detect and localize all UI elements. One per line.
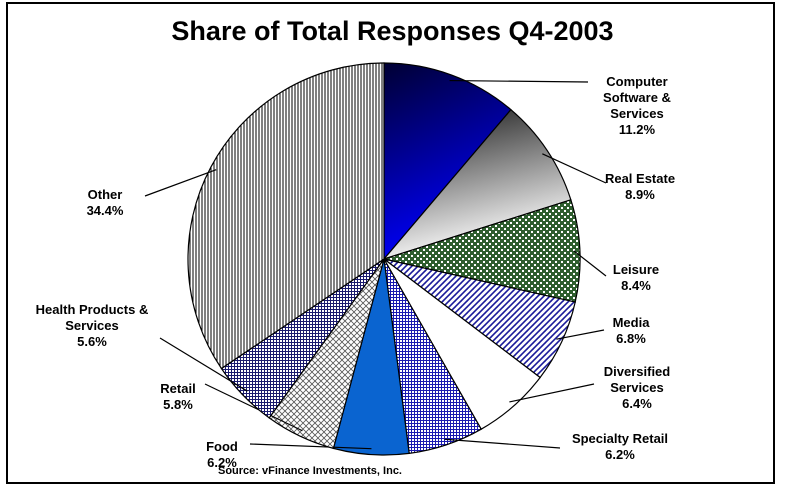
leader-line bbox=[249, 443, 372, 450]
value-label: 5.6% bbox=[77, 334, 107, 349]
value-label: 6.2% bbox=[605, 447, 635, 462]
slice-label: Food 6.2% bbox=[192, 439, 252, 471]
leader-line bbox=[144, 169, 217, 197]
slice-label: Real Estate 8.9% bbox=[585, 171, 695, 203]
category-label: Diversified Services bbox=[603, 364, 671, 395]
leader-line bbox=[159, 337, 248, 392]
slice-label: Specialty Retail 6.2% bbox=[555, 431, 685, 463]
value-label: 34.4% bbox=[86, 203, 124, 218]
pie-slice bbox=[383, 62, 512, 261]
slice-label: Retail 5.8% bbox=[148, 381, 208, 413]
value-label: 6.2% bbox=[207, 455, 237, 470]
value-label: 6.4% bbox=[622, 396, 652, 411]
leader-line bbox=[444, 438, 561, 449]
category-label: Specialty Retail bbox=[571, 431, 669, 446]
leader-line bbox=[509, 383, 595, 403]
value-label: 6.8% bbox=[616, 331, 646, 346]
leader-line bbox=[556, 329, 605, 340]
value-label: 11.2% bbox=[618, 122, 656, 137]
slice-label: Computer Software & Services 11.2% bbox=[582, 74, 692, 138]
value-label: 8.4% bbox=[621, 278, 651, 293]
category-label: Real Estate bbox=[604, 171, 676, 186]
pie-slice bbox=[187, 62, 385, 370]
leader-line bbox=[204, 383, 303, 432]
category-label: Media bbox=[612, 315, 650, 330]
slice-label: Other 34.4% bbox=[65, 187, 145, 219]
leader-line bbox=[573, 250, 607, 277]
chart-title: Share of Total Responses Q4-2003 bbox=[171, 16, 614, 46]
category-label: Computer Software & Services bbox=[603, 74, 671, 121]
category-label: Health Products & Services bbox=[35, 302, 149, 333]
value-label: 5.8% bbox=[163, 397, 193, 412]
leader-line bbox=[542, 153, 607, 184]
slice-label: Leisure 8.4% bbox=[591, 262, 681, 294]
category-label: Food bbox=[206, 439, 238, 454]
slice-label: Diversified Services 6.4% bbox=[587, 364, 687, 412]
category-label: Retail bbox=[160, 381, 196, 396]
slice-label: Health Products & Services 5.6% bbox=[17, 302, 167, 350]
category-label: Other bbox=[87, 187, 123, 202]
pie-slice bbox=[381, 199, 581, 303]
source-note: Source: vFinance Investments, Inc. bbox=[217, 465, 402, 477]
leader-line bbox=[449, 79, 589, 83]
pie-slice bbox=[382, 108, 572, 261]
slice-label: Media 6.8% bbox=[591, 315, 671, 347]
category-label: Leisure bbox=[612, 262, 660, 277]
value-label: 8.9% bbox=[625, 187, 655, 202]
chart-frame bbox=[6, 2, 775, 484]
